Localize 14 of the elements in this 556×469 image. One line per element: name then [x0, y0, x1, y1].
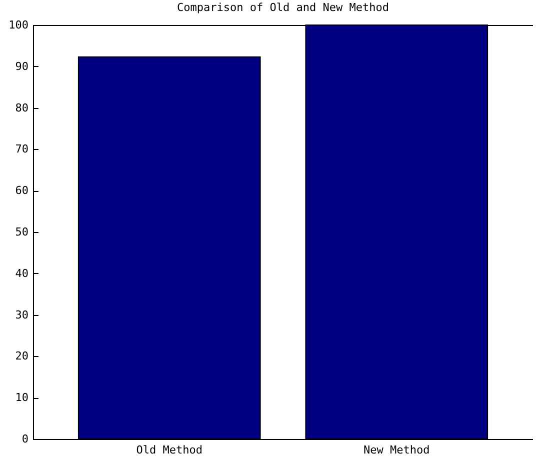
y-tick-label: 100: [8, 18, 28, 32]
y-tick-label: 20: [15, 350, 28, 363]
y-tick-label: 80: [15, 101, 28, 114]
chart-title: Comparison of Old and New Method: [177, 1, 389, 14]
y-tick-label: 30: [15, 308, 28, 322]
x-tick-label: New Method: [364, 444, 430, 456]
y-tick-label: 40: [15, 266, 28, 280]
y-tick-label: 50: [15, 226, 28, 238]
y-tick-label: 90: [15, 60, 28, 73]
y-tick-label: 70: [15, 142, 28, 156]
y-tick-label: 0: [22, 432, 28, 446]
x-tick-label: Old Method: [136, 444, 202, 456]
y-tick-label: 10: [15, 391, 28, 404]
y-tick-label: 60: [15, 184, 28, 198]
